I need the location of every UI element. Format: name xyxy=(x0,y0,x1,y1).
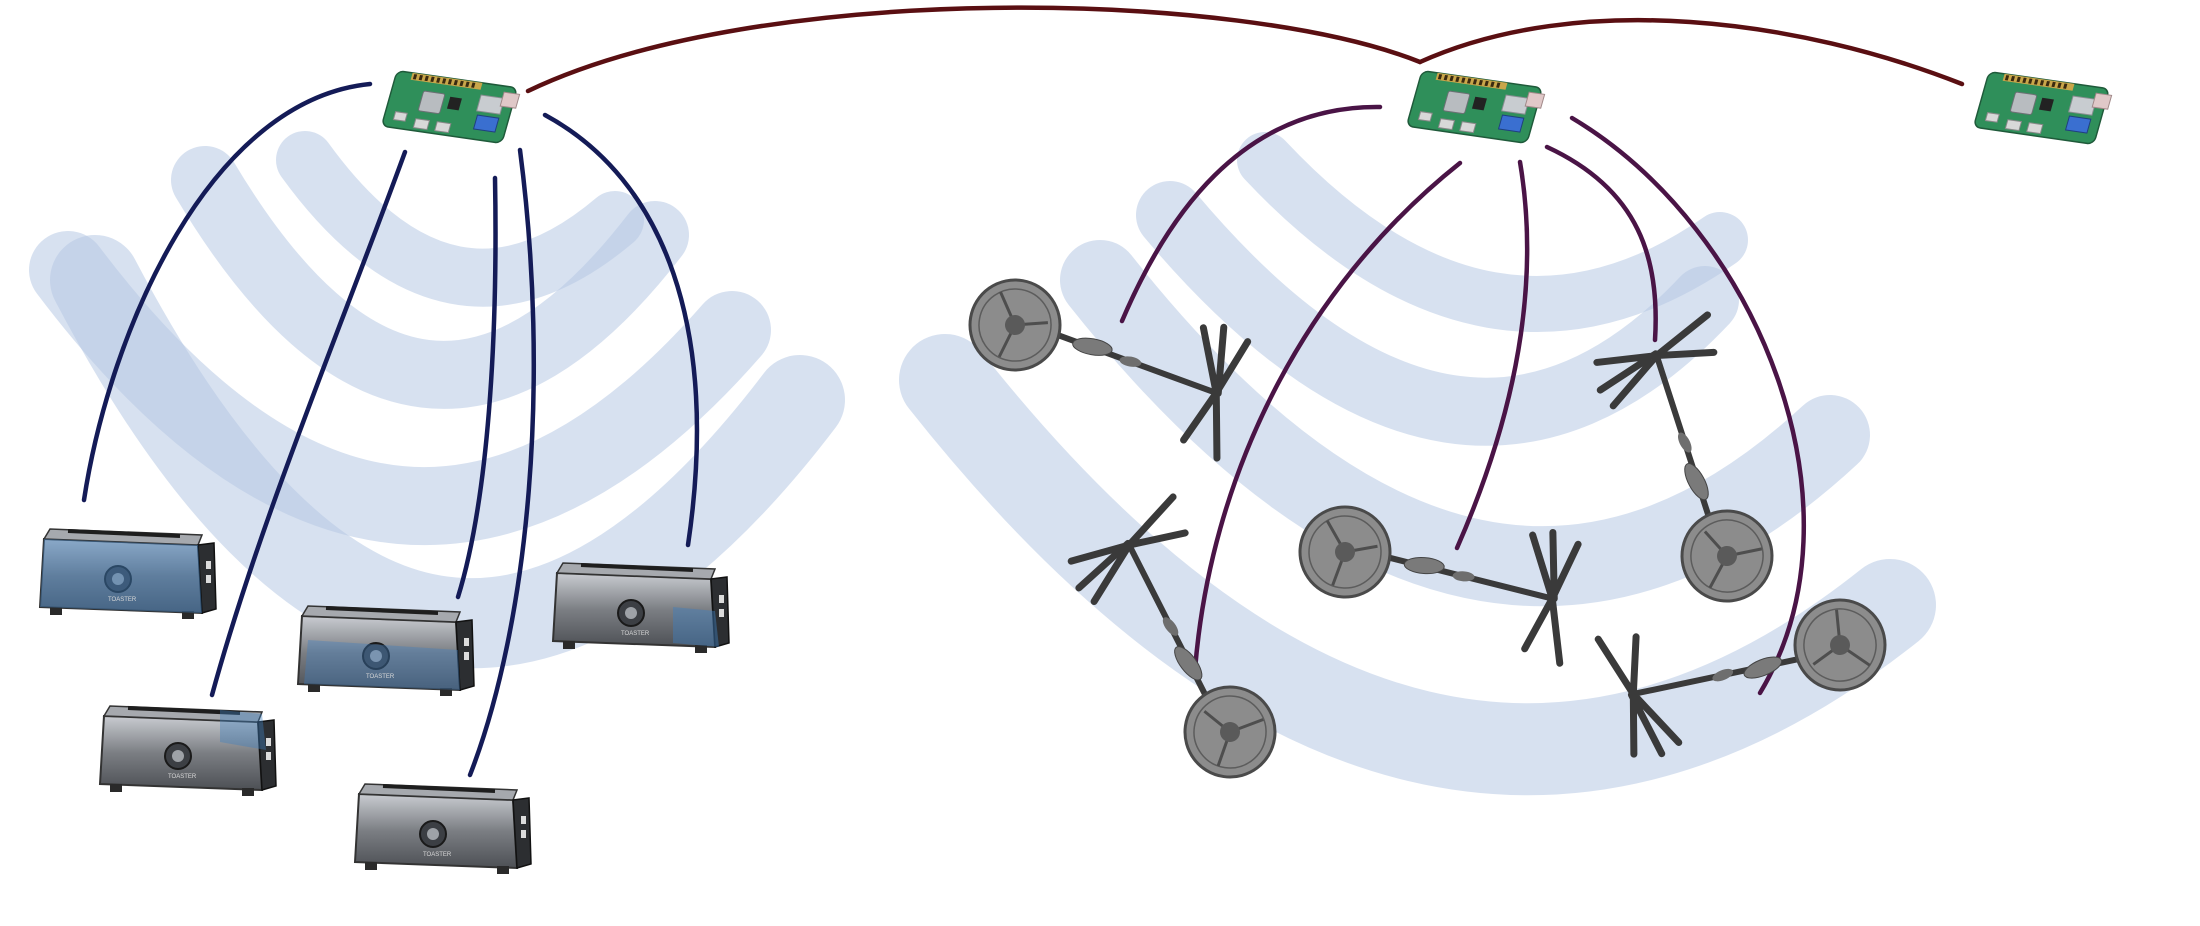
toaster-caption: TOASTER xyxy=(423,852,452,858)
link-controller-2-fan-5 xyxy=(1569,115,1806,696)
controller-1 xyxy=(380,69,523,145)
wifi-icon xyxy=(899,132,1936,796)
raspberry-pi-board-icon xyxy=(1972,70,2115,146)
backbone-links xyxy=(525,5,1965,94)
toaster-caption: TOASTER xyxy=(621,631,650,637)
link-controller-2-fan-4 xyxy=(1544,144,1658,343)
toaster-5: TOASTER xyxy=(551,561,731,655)
fan-links xyxy=(1119,104,1806,696)
raspberry-pi-board-icon xyxy=(1405,69,1548,145)
controller-2 xyxy=(1405,69,1548,145)
link-controller-2-fan-1 xyxy=(1119,104,1383,324)
raspberry-pi-board-icon xyxy=(380,69,523,145)
link-controller-1-toaster-1 xyxy=(81,81,373,503)
toaster-caption: TOASTER xyxy=(168,774,197,780)
controller-3 xyxy=(1972,70,2115,146)
toaster-icon xyxy=(353,782,533,876)
link-controller-1-toaster-5 xyxy=(542,112,700,548)
link-controller-2-fan-2 xyxy=(1192,160,1463,673)
toaster-caption: TOASTER xyxy=(366,674,395,680)
toaster-caption: TOASTER xyxy=(108,597,137,603)
link-controller-1-toaster-2 xyxy=(209,149,408,698)
toaster-2: TOASTER xyxy=(98,704,278,798)
link-controller-1-controller-2 xyxy=(525,5,1423,94)
toaster-4: TOASTER xyxy=(353,782,533,876)
toaster-3: TOASTER xyxy=(296,604,476,698)
link-controller-2-controller-3 xyxy=(1417,17,1965,87)
link-controller-2-fan-3 xyxy=(1454,159,1530,551)
link-controller-1-toaster-4 xyxy=(467,147,537,778)
link-controller-1-toaster-3 xyxy=(455,175,498,600)
toaster-1: TOASTER xyxy=(38,527,218,621)
toaster-links xyxy=(81,81,700,778)
